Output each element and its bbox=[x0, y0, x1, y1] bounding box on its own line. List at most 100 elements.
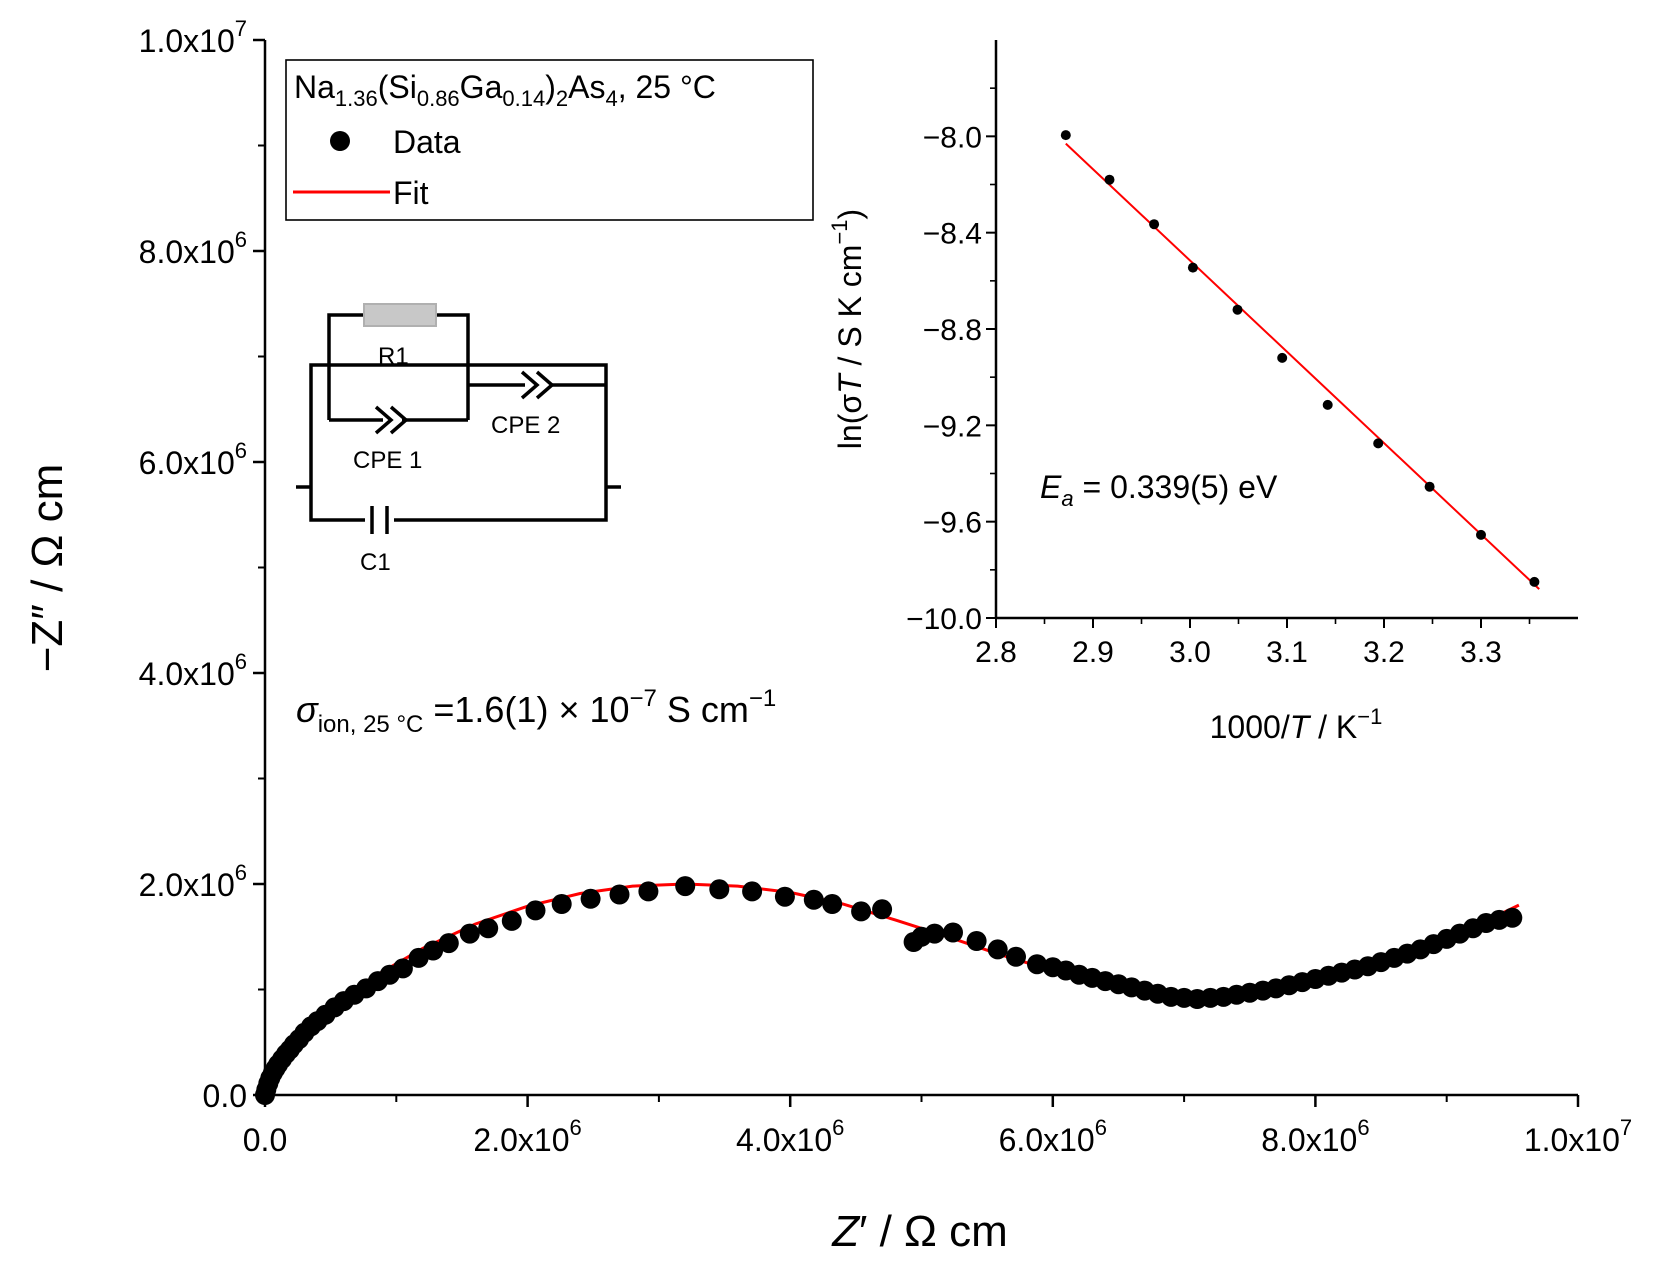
main-chart: 0.0 2.0x106 4.0x106 6.0x106 8.0x106 1.0x107 0… bbox=[23, 16, 1632, 1256]
equivalent-circuit bbox=[296, 303, 621, 534]
inset-data-point-2 bbox=[1149, 219, 1160, 230]
x-label-unit: / Ω cm bbox=[867, 1207, 1007, 1256]
inset-plot-area bbox=[1060, 130, 1540, 590]
cpe1-icon bbox=[374, 405, 394, 435]
main-data-point-49 bbox=[1027, 954, 1047, 975]
inset-x-tick-label-0: 2.8 bbox=[975, 636, 1017, 669]
inset-y-tick-label-3: −8.8 bbox=[923, 314, 982, 347]
main-data-point-41 bbox=[872, 899, 893, 920]
main-x-tick-label-0: 0.0 bbox=[243, 1122, 287, 1158]
activation-energy-annotation: Ea = 0.339(5) eV bbox=[1040, 469, 1278, 511]
main-y-tick-label-4: 8.0x106 bbox=[139, 227, 247, 270]
main-data-point-44 bbox=[924, 923, 945, 944]
main-y-tick-label-5: 1.0x107 bbox=[139, 16, 247, 59]
main-data-point-25 bbox=[438, 933, 459, 954]
main-data-point-28 bbox=[501, 910, 522, 931]
main-data-point-22 bbox=[392, 958, 413, 979]
main-x-axis-label: Z′ / Ω cm bbox=[831, 1207, 1008, 1256]
main-x-tick-label-2: 4.0x106 bbox=[736, 1115, 844, 1158]
inset-data-point-8 bbox=[1424, 481, 1435, 492]
main-x-tick-label-5: 1.0x107 bbox=[1524, 1115, 1632, 1158]
inset-data-point-3 bbox=[1187, 262, 1198, 273]
label-r1: R1 bbox=[378, 343, 409, 370]
main-data-point-35 bbox=[709, 879, 730, 900]
main-y-tick-labels: 0.0 2.0x106 4.0x106 6.0x106 8.0x106 1.0x107 bbox=[139, 16, 247, 1114]
main-data-point-27 bbox=[478, 918, 499, 939]
inset-y-axis-label: ln(σT / S K cm−1) bbox=[827, 209, 868, 449]
main-x-tick-label-4: 8.0x106 bbox=[1261, 1115, 1369, 1158]
x-label-prime: ′ bbox=[859, 1207, 867, 1256]
main-data-point-26 bbox=[459, 923, 480, 944]
main-data-point-36 bbox=[742, 881, 763, 902]
main-data-point-85 bbox=[1502, 907, 1523, 928]
legend-title: Na1.36(Si0.86Ga0.14)2As4, 25 °C bbox=[294, 69, 716, 111]
label-cpe2: CPE 2 bbox=[491, 412, 560, 439]
legend-fit-label: Fit bbox=[393, 175, 429, 211]
inset-plot-background bbox=[996, 40, 1578, 618]
inset-data-point-1 bbox=[1104, 174, 1115, 185]
main-x-tick-labels: 0.0 2.0x106 4.0x106 6.0x106 8.0x106 1.0x107 bbox=[243, 1115, 1632, 1158]
main-data-point-34 bbox=[675, 876, 696, 897]
main-plot-area bbox=[255, 876, 1523, 1105]
inset-x-tick-label-4: 3.2 bbox=[1363, 636, 1405, 669]
circuit-left-rail bbox=[309, 385, 365, 522]
inset-ticks bbox=[986, 87, 1531, 628]
main-data-point-45 bbox=[943, 922, 963, 943]
circuit-right-rail bbox=[394, 490, 608, 522]
inset-data-point-5 bbox=[1277, 352, 1288, 363]
resistor-r1-icon bbox=[363, 303, 437, 327]
main-data-point-32 bbox=[609, 884, 630, 905]
legend-data-label: Data bbox=[393, 124, 461, 160]
inset-data-point-10 bbox=[1529, 576, 1540, 587]
main-x-tick-label-3: 6.0x106 bbox=[999, 1115, 1107, 1158]
main-data-point-40 bbox=[851, 901, 872, 922]
inset-x-axis-label: 1000/T / K−1 bbox=[1210, 704, 1383, 745]
cpe2-icon bbox=[520, 370, 540, 400]
inset-data-point-7 bbox=[1373, 438, 1384, 449]
inset-data-point-9 bbox=[1476, 529, 1486, 540]
inset-y-tick-label-2: −9.2 bbox=[923, 410, 982, 443]
inset-data-point-0 bbox=[1060, 130, 1071, 141]
circuit-outer-top bbox=[309, 363, 608, 490]
main-data-point-48 bbox=[1006, 946, 1026, 967]
inset-fit-line bbox=[1065, 142, 1540, 590]
inset-y-tick-label-0: −10.0 bbox=[906, 603, 982, 636]
main-data-point-46 bbox=[966, 931, 987, 951]
circuit-labels: R1 CPE 1 CPE 2 C1 bbox=[353, 343, 560, 576]
main-y-axis-label: −Z″ / Ω cm bbox=[23, 464, 72, 673]
inset-y-tick-labels: −10.0 −9.6 −9.2 −8.8 −8.4 −8.0 bbox=[906, 121, 982, 636]
main-fit-line bbox=[263, 882, 1520, 1096]
main-data-point-39 bbox=[822, 894, 843, 914]
inset-y-tick-label-5: −8.0 bbox=[923, 121, 982, 154]
inset-y-tick-label-4: −8.4 bbox=[923, 218, 982, 251]
main-data-point-37 bbox=[774, 886, 795, 907]
inset-data-point-6 bbox=[1322, 399, 1333, 410]
main-data-point-31 bbox=[580, 888, 601, 909]
main-data-point-38 bbox=[803, 889, 824, 910]
inset-x-tick-label-2: 3.0 bbox=[1169, 636, 1211, 669]
legend: Na1.36(Si0.86Ga0.14)2As4, 25 °C Data Fit bbox=[285, 59, 814, 221]
main-data-point-24 bbox=[423, 940, 444, 961]
inset-y-tick-label-1: −9.6 bbox=[923, 507, 982, 540]
main-y-tick-label-3: 6.0x106 bbox=[139, 438, 247, 481]
main-data-point-33 bbox=[638, 881, 659, 902]
x-label-z: Z bbox=[831, 1207, 861, 1256]
main-x-tick-label-1: 2.0x106 bbox=[473, 1115, 581, 1158]
main-y-tick-label-0: 0.0 bbox=[203, 1078, 247, 1114]
inset-x-tick-label-3: 3.1 bbox=[1266, 636, 1308, 669]
inset-data-point-4 bbox=[1232, 304, 1243, 315]
label-cpe1: CPE 1 bbox=[353, 447, 422, 474]
inset-chart: 2.8 2.9 3.0 3.1 3.2 3.3 −10.0 −9.6 −9.2 −8.8 −8.4… bbox=[827, 40, 1578, 745]
main-ticks bbox=[253, 38, 1580, 1107]
inset-x-tick-label-1: 2.9 bbox=[1072, 636, 1114, 669]
main-data-point-30 bbox=[551, 894, 572, 914]
inset-x-tick-labels: 2.8 2.9 3.0 3.1 3.2 3.3 bbox=[975, 636, 1502, 669]
main-data-point-29 bbox=[525, 900, 546, 921]
conductivity-annotation: σion, 25 °C =1.6(1) × 10−7 S cm−1 bbox=[296, 685, 776, 738]
main-y-tick-label-2: 4.0x106 bbox=[139, 649, 247, 692]
inset-x-tick-label-5: 3.3 bbox=[1460, 636, 1502, 669]
cpe1-icon-b bbox=[389, 405, 409, 435]
main-data-point-47 bbox=[987, 939, 1008, 960]
label-c1: C1 bbox=[360, 549, 391, 576]
